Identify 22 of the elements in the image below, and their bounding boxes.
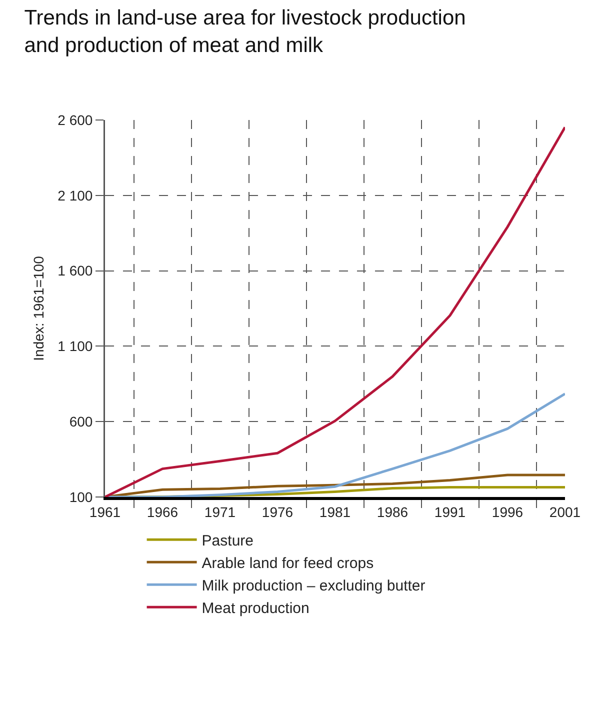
legend-label: Meat production xyxy=(202,600,310,617)
y-tick-label: 600 xyxy=(69,414,93,430)
y-tick-label: 2 600 xyxy=(58,112,93,128)
x-tick-label: 1966 xyxy=(146,504,178,520)
y-tick-label: 1 600 xyxy=(58,262,93,279)
x-tick-label: 1981 xyxy=(319,504,351,520)
y-tick-label: 2 100 xyxy=(58,187,93,204)
x-tick-label: 1991 xyxy=(434,504,466,520)
x-tick-label: 1986 xyxy=(376,504,408,520)
legend-label: Milk production – excluding butter xyxy=(202,577,426,594)
y-tick-label: 100 xyxy=(69,488,93,505)
x-tick-label: 1996 xyxy=(492,504,524,520)
chart-title: Trends in land-use area for livestock production and production of meat and milk xyxy=(24,6,466,57)
y-axis-title: Index: 1961=100 xyxy=(30,256,47,361)
legend-label: Pasture xyxy=(202,532,254,550)
x-tick-label: 2001 xyxy=(549,504,581,520)
y-tick-label: 1 100 xyxy=(58,338,93,354)
x-tick-label: 1971 xyxy=(204,504,236,520)
x-tick-label: 1961 xyxy=(89,504,121,520)
line-series xyxy=(105,126,565,497)
x-tick-label: 1976 xyxy=(262,504,294,520)
legend-label: Arable land for feed crops xyxy=(202,554,374,572)
